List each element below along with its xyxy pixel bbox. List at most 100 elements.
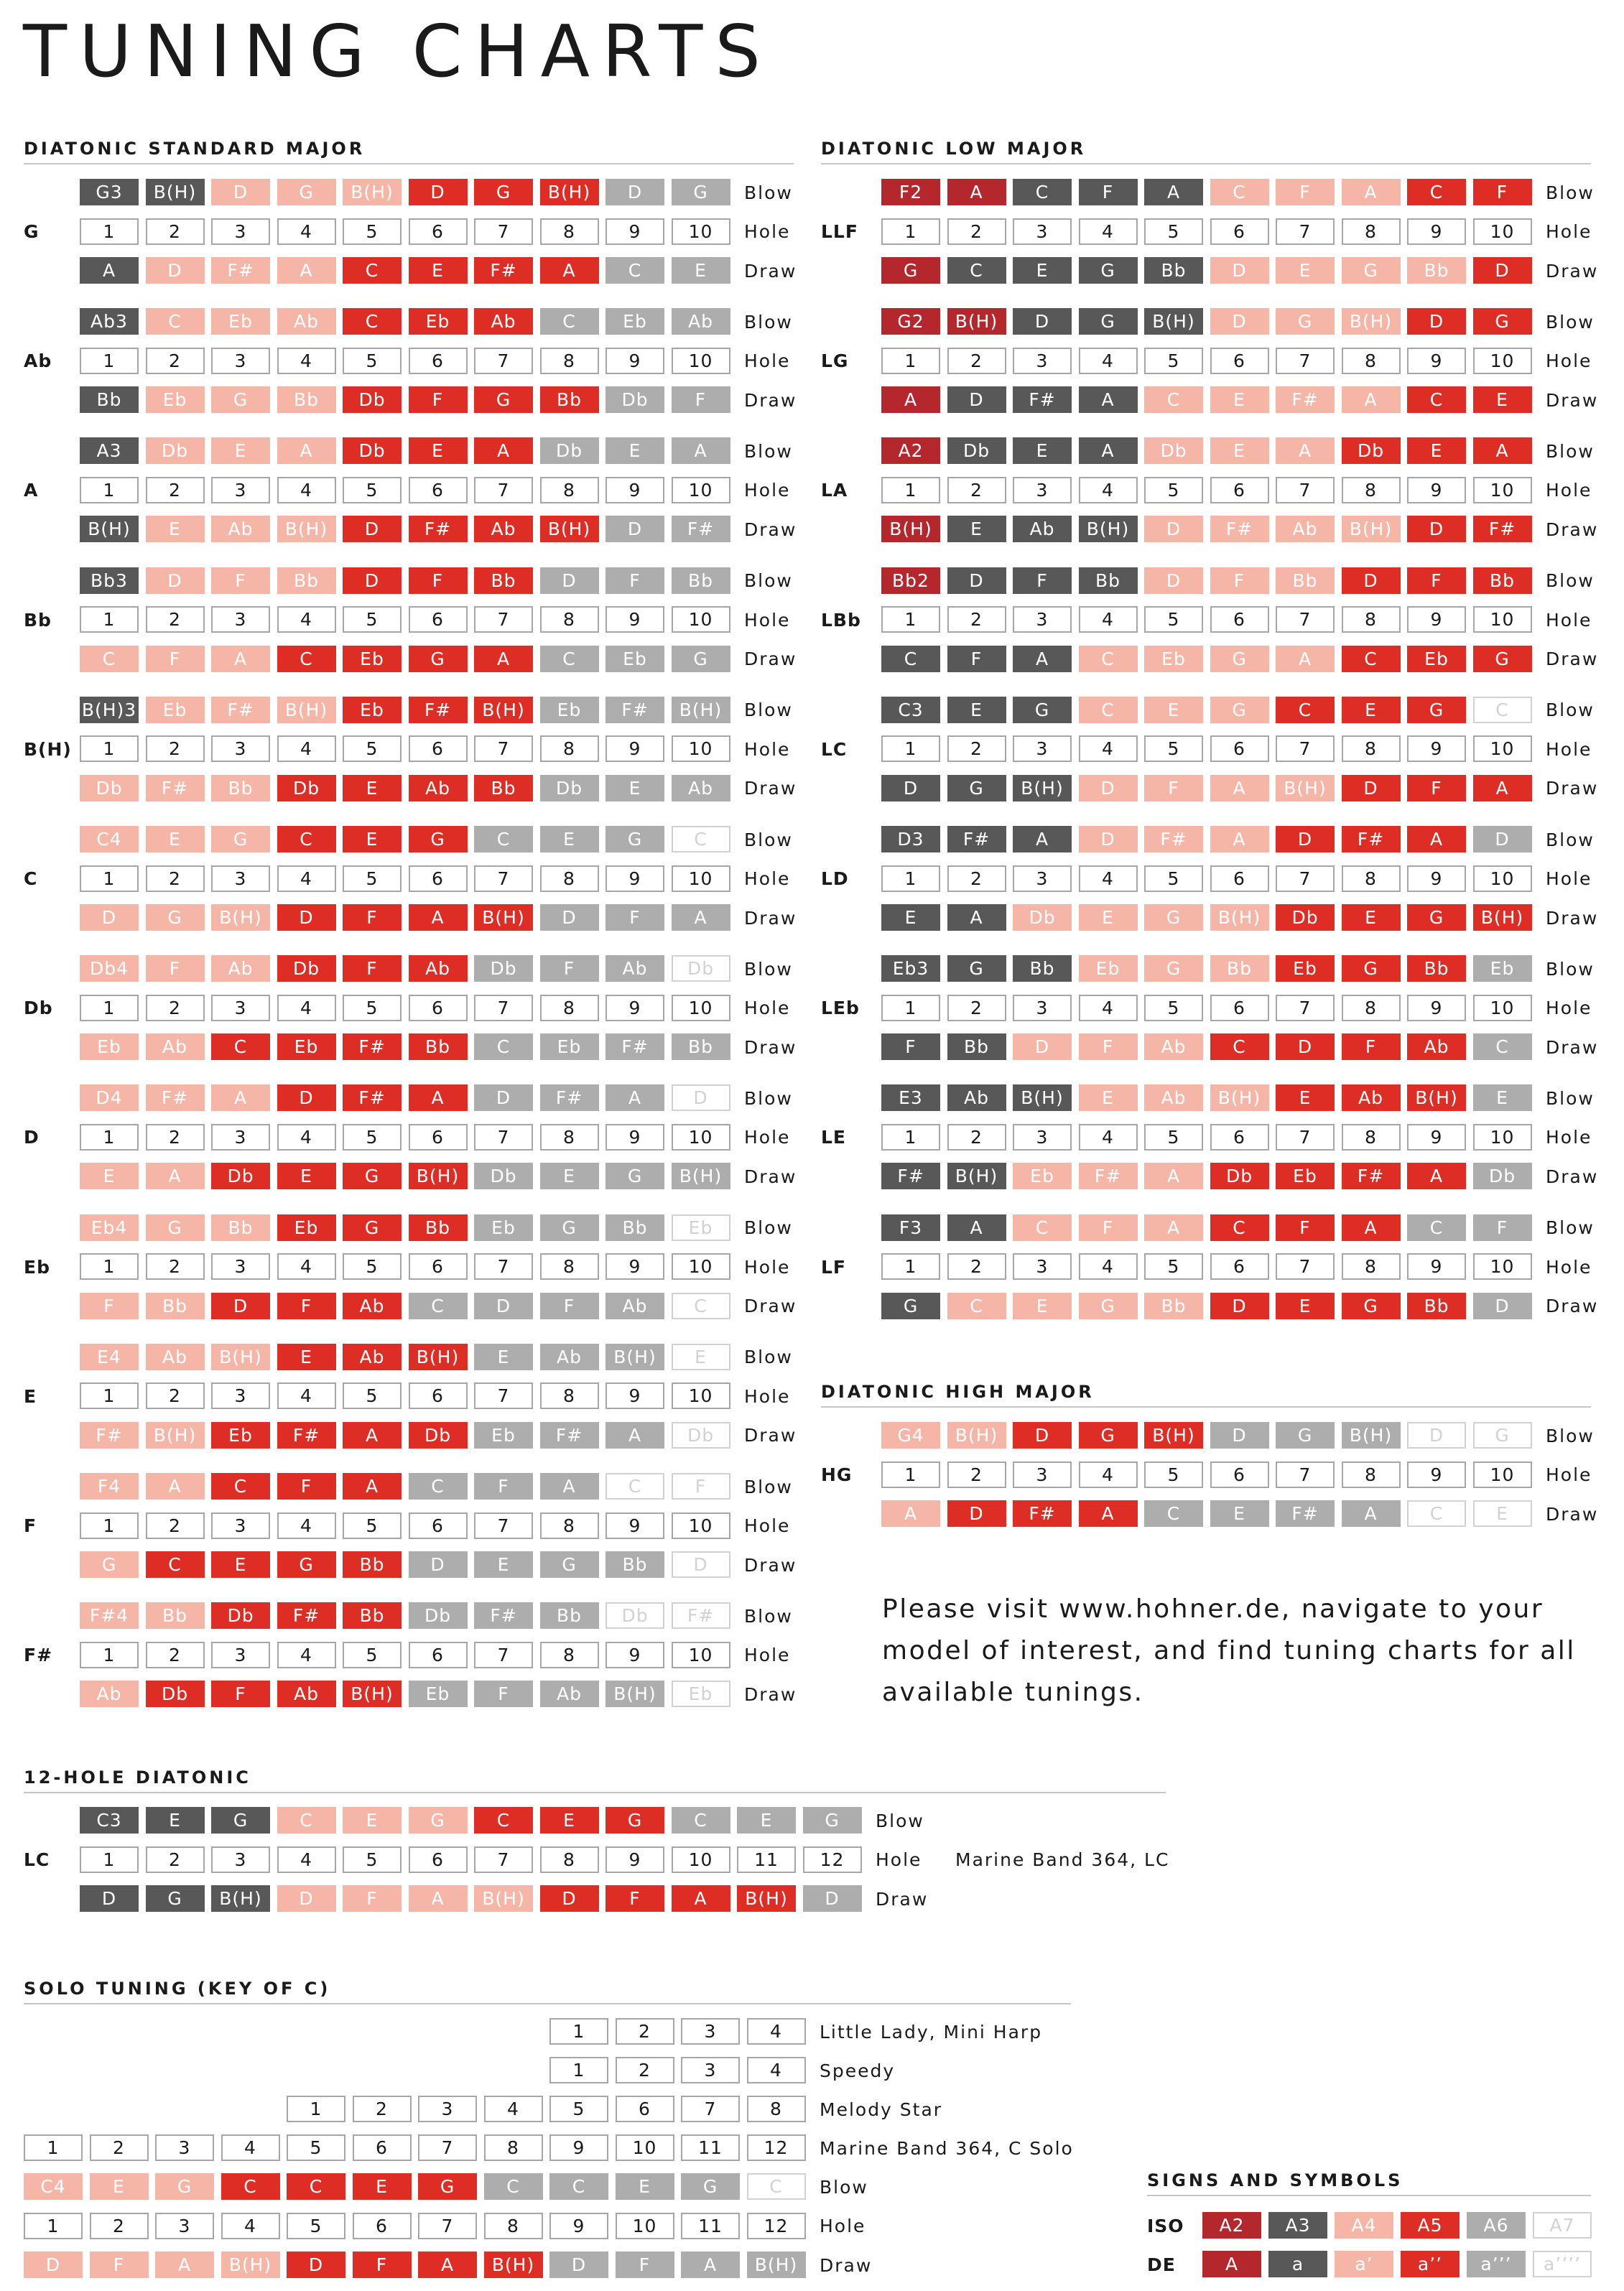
hole-number-cell: 7 [474, 606, 533, 633]
blow-note-cell: C [408, 1473, 468, 1500]
draw-note-cell: F [408, 386, 468, 414]
blow-note-cell: C [1210, 179, 1269, 205]
blow-label: Blow [744, 829, 793, 850]
draw-note-cell: Bb [343, 1551, 402, 1578]
draw-note-cell: G [1341, 1292, 1401, 1319]
draw-note-cell: B(H) [277, 516, 336, 543]
draw-note-cell: A [1078, 1500, 1138, 1527]
hole-number-cell: 6 [408, 218, 468, 245]
draw-note-cell: D [408, 1551, 468, 1578]
blow-note-cell: F2 [881, 179, 940, 205]
hole-number-cell: 4 [277, 994, 336, 1021]
hole-number-cell: 9 [1407, 476, 1466, 503]
blow-note-cell: D [1210, 1422, 1269, 1449]
hole-number-cell: 4 [277, 1382, 336, 1410]
hole-number-cell: 5 [343, 735, 402, 763]
hole-number-cell: 3 [1013, 1253, 1072, 1281]
blow-note-cell: C [211, 1473, 270, 1500]
draw-note-cell: E [539, 1163, 599, 1190]
hole-number-cell: 2 [145, 1641, 205, 1668]
hole-number-cell: 4 [221, 2134, 280, 2161]
hole-number-cell: 2 [145, 218, 205, 245]
draw-note-cell: F# [1472, 516, 1532, 543]
blow-note-cell: Eb [343, 696, 402, 723]
hole-number-cell: 10 [1472, 865, 1532, 892]
hole-number-cell: 2 [145, 735, 205, 763]
blow-note-cell: F [1472, 179, 1532, 205]
blow-note-cell: A [1276, 437, 1335, 465]
hole-number-cell: 1 [80, 1253, 139, 1281]
draw-note-cell: Db [1472, 1163, 1532, 1190]
hole-number-cell: 6 [408, 1512, 468, 1539]
hole-number-cell: 2 [947, 1123, 1006, 1151]
blow-note-cell: F4 [80, 1473, 139, 1500]
hole-number-cell: 4 [1078, 347, 1138, 374]
draw-note-cell: G [277, 1551, 336, 1578]
hole-number-cell: 4 [1078, 735, 1138, 763]
hole-label: Hole [1546, 1256, 1592, 1278]
blow-note-cell: A [277, 437, 336, 465]
draw-note-cell: Eb [145, 386, 205, 414]
hole-number-cell: 6 [615, 2096, 674, 2122]
blow-note-cell: Ab [1341, 1084, 1401, 1112]
draw-note-cell: Eb [1144, 645, 1203, 672]
hole-label: Hole [744, 350, 791, 372]
blow-note-cell: D [1013, 308, 1072, 335]
blow-note-cell: D [1078, 826, 1138, 852]
hole-number-cell: 3 [1013, 994, 1072, 1021]
hole-number-cell: 11 [681, 2212, 740, 2239]
hole-label: Hole [744, 1645, 791, 1666]
draw-note-cell: F [1341, 1033, 1401, 1061]
key-label: B(H) [24, 738, 72, 760]
draw-note-cell: F# [1078, 1163, 1138, 1190]
hole-number-cell: 8 [539, 865, 599, 892]
blow-note-cell: B(H) [1013, 1084, 1072, 1112]
blow-note-cell: E [539, 826, 599, 852]
hole-number-cell: 5 [343, 1641, 402, 1668]
draw-note-cell: G [1078, 257, 1138, 284]
hole-number-cell: 2 [947, 994, 1006, 1021]
hole-number-cell: 6 [408, 1123, 468, 1151]
hole-number-cell: 2 [145, 606, 205, 633]
blow-note-cell: C [145, 308, 205, 335]
draw-note-cell: F# [539, 1421, 599, 1449]
draw-note-cell: Db [408, 1421, 468, 1449]
hole-number-cell: 9 [1407, 1461, 1466, 1488]
draw-note-cell: A [474, 645, 533, 672]
blow-note-cell: A [1210, 826, 1269, 852]
hole-number-cell: 12 [746, 2134, 806, 2161]
blow-note-cell: B(H) [1341, 1422, 1401, 1449]
hole-number-cell: 9 [1407, 1253, 1466, 1281]
blow-note-cell: A [1013, 826, 1072, 852]
draw-label: Draw [1546, 1296, 1599, 1317]
blow-note-cell: G [474, 179, 533, 205]
blow-label: Blow [1546, 311, 1595, 333]
hole-number-cell: 9 [1407, 1123, 1466, 1151]
draw-note-cell: G [1144, 904, 1203, 931]
blow-note-cell: D [1013, 1422, 1072, 1449]
blow-note-cell: G [408, 826, 468, 852]
hole-number-cell: 5 [343, 865, 402, 892]
draw-note-cell: C [211, 1033, 270, 1061]
hole-number-cell: 1 [881, 476, 940, 503]
draw-note-cell: C [408, 1292, 468, 1319]
hole-number-cell: 7 [1276, 347, 1335, 374]
draw-note-cell: B(H) [483, 2252, 543, 2278]
hole-number-cell: 8 [1341, 1123, 1401, 1151]
info-line: Please visit www.hohner.de, navigate to … [882, 1594, 1544, 1624]
hole-number-cell: 2 [145, 347, 205, 374]
draw-note-cell: F# [605, 1033, 664, 1061]
blow-note-cell: F [1210, 567, 1269, 594]
hole-number-cell: 2 [89, 2134, 149, 2161]
hole-number-cell: 5 [343, 1846, 402, 1873]
draw-note-cell: C [277, 645, 336, 672]
hole-number-cell: 10 [1472, 606, 1532, 633]
blow-note-cell: D [605, 179, 664, 205]
blow-note-cell: C [287, 2173, 345, 2200]
blow-note-cell: F# [277, 1602, 336, 1630]
blow-note-cell: A [1144, 179, 1203, 205]
hole-number-cell: 7 [474, 1253, 533, 1281]
hole-number-cell: 2 [145, 1846, 205, 1873]
draw-note-cell: C [1144, 1500, 1203, 1527]
model-note: Marine Band 364, LC [955, 1849, 1170, 1870]
